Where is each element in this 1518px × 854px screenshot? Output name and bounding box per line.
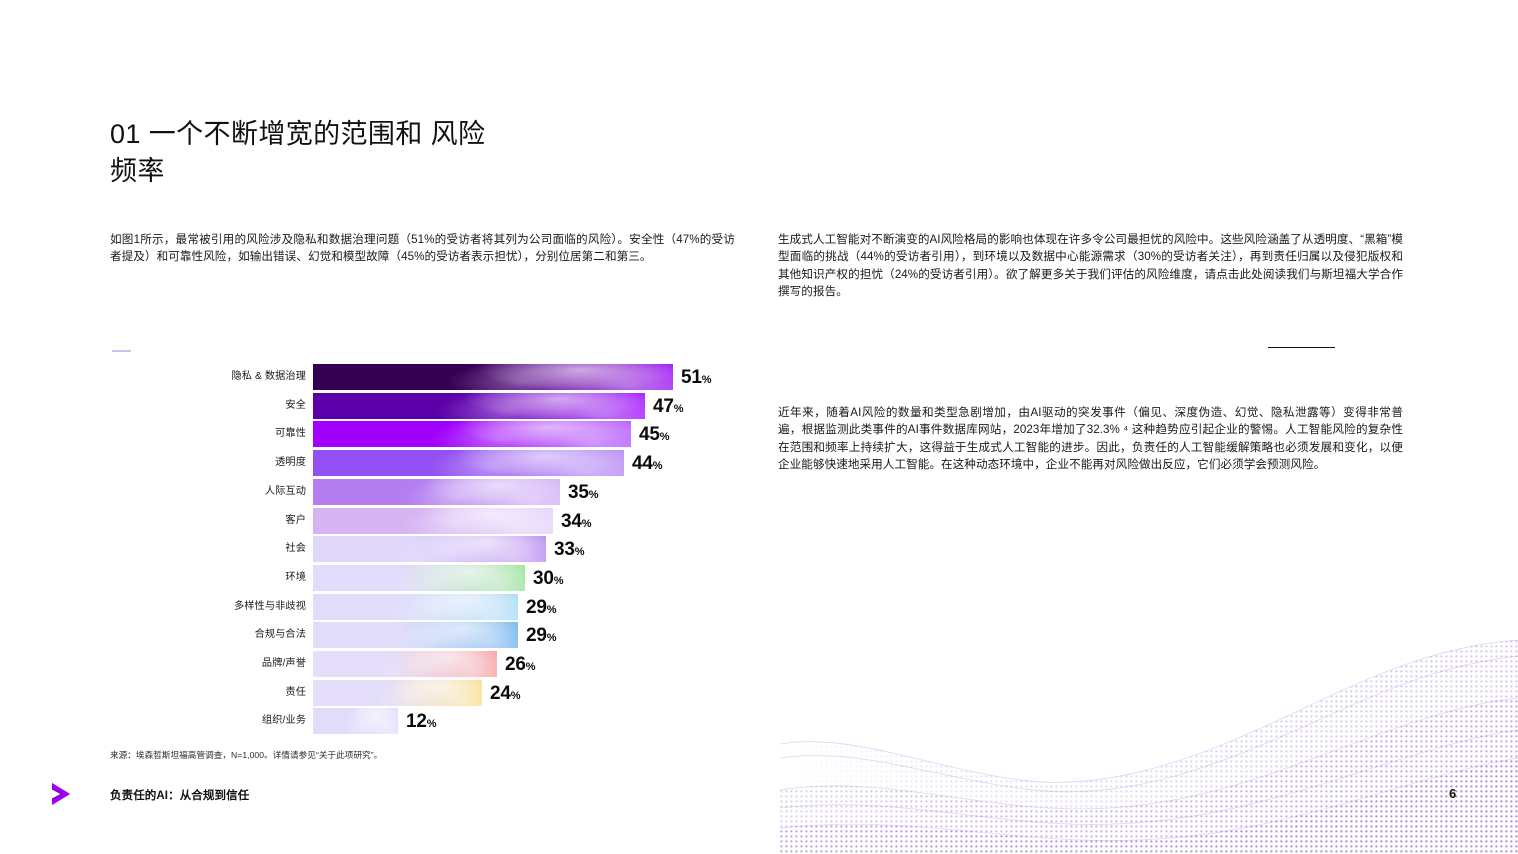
- section-divider-rule: [1268, 347, 1335, 348]
- chart-bar: [313, 651, 497, 677]
- chart-value-label: 35%: [568, 479, 599, 505]
- trend-paragraph-right: 近年来，随着AI风险的数量和类型急剧增加，由AI驱动的突发事件（偏见、深度伪造、…: [778, 405, 1403, 472]
- chart-value-number: 45: [639, 424, 660, 446]
- chart-value-label: 33%: [554, 536, 585, 562]
- chart-value-number: 24: [490, 682, 511, 704]
- chart-bar-row: 合规与合法 29%: [110, 622, 750, 649]
- chart-value-unit: %: [673, 402, 684, 415]
- chart-value-number: 47: [653, 395, 674, 417]
- chart-bar: [313, 392, 645, 419]
- chart-category-label: 客户: [285, 514, 306, 526]
- chart-bar: [313, 421, 631, 448]
- chart-bar: [313, 364, 673, 390]
- chart-value-number: 34: [561, 510, 582, 532]
- chart-value-unit: %: [525, 661, 536, 673]
- chart-category-label: 可靠性: [275, 428, 306, 440]
- chart-value-label: 34%: [561, 508, 592, 534]
- chart-bar-row: 多样性与非歧视 29%: [110, 593, 750, 620]
- chart-value-label: 30%: [533, 565, 564, 591]
- chart-value-number: 44: [632, 453, 653, 475]
- chart-bar-row: 责任 24%: [110, 679, 750, 706]
- chart-axis-tick-mark: [112, 350, 131, 352]
- page-title-line-1: 01 一个不断增宽的范围和 风险: [110, 119, 486, 150]
- chart-bar-row: 客户 34%: [110, 507, 750, 534]
- chart-value-unit: %: [546, 632, 557, 645]
- chevron-right-icon: [52, 783, 70, 805]
- page-number: 6: [1449, 786, 1457, 801]
- chart-value-unit: %: [546, 603, 557, 616]
- chart-bar: [313, 478, 560, 505]
- chart-value-label: 44%: [632, 450, 663, 476]
- chart-category-label: 安全: [285, 399, 306, 411]
- chart-value-unit: %: [588, 488, 599, 501]
- chart-bar-row: 品牌/声誉 26%: [110, 651, 750, 677]
- decorative-wave-pattern: [780, 640, 1518, 854]
- chart-bar: [313, 536, 546, 563]
- chart-category-label: 品牌/声誉: [261, 658, 306, 669]
- chart-category-label: 人际互动: [264, 485, 306, 497]
- chart-value-unit: %: [659, 431, 670, 444]
- chart-value-unit: %: [701, 374, 712, 386]
- chart-value-label: 12%: [406, 708, 437, 734]
- chart-bar-row: 组织/业务 12%: [110, 708, 750, 735]
- risk-bar-chart: 隐私 & 数据治理 51% 安全 47% 可靠性 45% 透明度 44% 人际互动 35% 客户 34…: [110, 364, 750, 740]
- chart-bar-row: 可靠性 45%: [110, 421, 750, 448]
- chart-bar-row: 透明度 44%: [110, 450, 750, 477]
- page-title-line-2: 频率: [110, 156, 165, 187]
- footer-document-title: 负责任的AI：从合规到信任: [110, 790, 250, 802]
- chart-category-label: 多样性与非歧视: [233, 600, 306, 612]
- chart-value-number: 33: [554, 539, 575, 561]
- page-title: 01 一个不断增宽的范围和 风险 频率: [110, 116, 730, 190]
- chart-bar: [313, 593, 518, 620]
- chart-bar: [313, 679, 482, 706]
- chart-value-label: 26%: [505, 651, 536, 677]
- chart-bar-row: 社会 33%: [110, 536, 750, 563]
- chart-category-label: 组织/业务: [261, 715, 306, 727]
- chart-value-number: 26: [505, 654, 526, 675]
- intro-paragraph-left: 如图1所示，最常被引用的风险涉及隐私和数据治理问题（51%的受访者将其列为公司面…: [110, 232, 735, 264]
- chart-value-number: 51: [681, 367, 702, 388]
- chart-bar-row: 隐私 & 数据治理 51%: [110, 364, 750, 390]
- chart-value-unit: %: [574, 546, 585, 559]
- chart-value-unit: %: [581, 517, 592, 530]
- chart-value-label: 29%: [526, 622, 557, 648]
- chart-value-label: 45%: [639, 421, 670, 447]
- chart-value-number: 29: [526, 625, 547, 647]
- chart-bar: [313, 708, 398, 735]
- chart-value-label: 47%: [653, 393, 684, 419]
- chart-category-label: 隐私 & 数据治理: [231, 371, 306, 382]
- chart-value-number: 35: [568, 481, 589, 503]
- chart-category-label: 社会: [285, 543, 306, 555]
- intro-paragraph-right: 生成式人工智能对不断演变的AI风险格局的影响也体现在许多令公司最担忧的风险中。这…: [778, 232, 1403, 299]
- chart-category-label: 环境: [285, 571, 306, 583]
- chart-bar-row: 人际互动 35%: [110, 478, 750, 505]
- chart-category-label: 合规与合法: [254, 629, 306, 641]
- chart-category-label: 透明度: [275, 457, 306, 469]
- chart-value-label: 51%: [681, 364, 712, 390]
- chart-bar: [313, 564, 525, 591]
- chart-value-unit: %: [553, 574, 564, 587]
- chart-bar: [313, 450, 624, 477]
- chart-value-label: 29%: [526, 594, 557, 620]
- chart-value-number: 30: [533, 567, 554, 589]
- chart-value-unit: %: [652, 460, 663, 473]
- chart-value-label: 24%: [490, 680, 521, 706]
- chart-bar-row: 安全 47%: [110, 392, 750, 419]
- chart-value-unit: %: [426, 718, 437, 731]
- chart-value-number: 29: [526, 596, 547, 618]
- chart-category-label: 责任: [285, 686, 306, 698]
- chart-bar: [313, 622, 518, 649]
- chart-bar: [313, 507, 553, 534]
- chart-bar-row: 环境 30%: [110, 564, 750, 591]
- chart-source-note: 来源：埃森哲斯坦福高管调查，N=1,000。详情请参见“关于此项研究”。: [110, 750, 383, 760]
- chart-value-unit: %: [510, 689, 521, 702]
- chart-value-number: 12: [406, 711, 427, 733]
